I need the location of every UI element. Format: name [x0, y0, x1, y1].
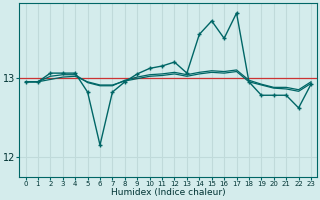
X-axis label: Humidex (Indice chaleur): Humidex (Indice chaleur) [111, 188, 226, 197]
